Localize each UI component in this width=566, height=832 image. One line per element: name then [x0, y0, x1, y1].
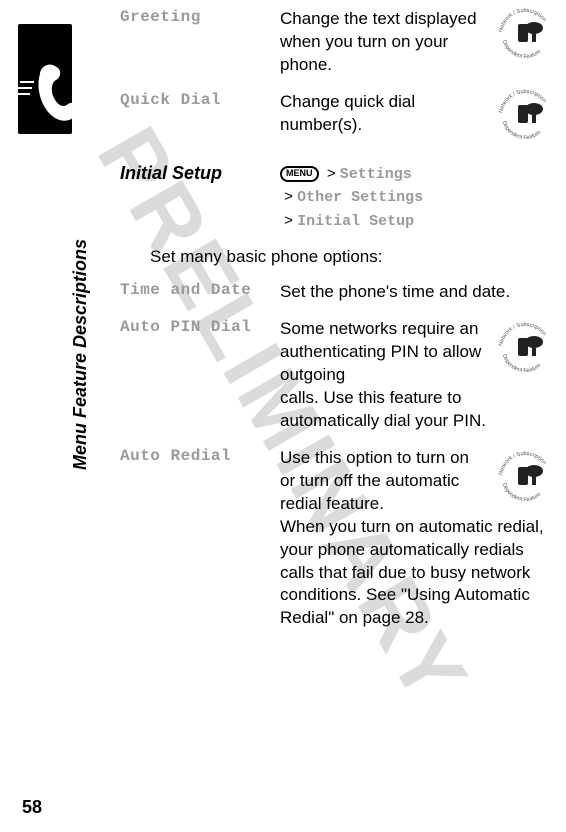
- desc-auto-redial-2: When you turn on automatic redial, your …: [280, 516, 548, 631]
- nav-path: MENU > Settings > Other Settings > Initi…: [280, 163, 550, 234]
- nav-initial-setup: Initial Setup: [297, 213, 414, 230]
- svg-text:Dependent Feature: Dependent Feature: [501, 354, 542, 375]
- page-number: 58: [22, 797, 42, 818]
- network-subscription-icon: Network / Subscription Dependent Feature: [496, 320, 554, 378]
- svg-text:Dependent Feature: Dependent Feature: [501, 482, 542, 503]
- row-time-date: Time and Date Set the phone's time and d…: [120, 281, 550, 304]
- nav-other-settings: Other Settings: [297, 189, 423, 206]
- row-auto-redial: Auto Redial Use this option to turn on o…: [120, 447, 550, 631]
- row-auto-pin: Auto PIN Dial Some networks require an a…: [120, 318, 550, 433]
- network-subscription-icon: Network / Subscription Dependent Feature: [496, 6, 554, 64]
- menu-button-icon: MENU: [280, 166, 319, 182]
- desc-auto-pin-2: calls. Use this feature to automatically…: [280, 387, 548, 433]
- label-auto-redial: Auto Redial: [120, 447, 231, 465]
- side-section-label: Menu Feature Descriptions: [70, 239, 91, 470]
- label-greeting: Greeting: [120, 8, 201, 26]
- initial-setup-intro: Set many basic phone options:: [150, 247, 550, 267]
- label-time-date: Time and Date: [120, 281, 251, 299]
- network-subscription-icon: Network / Subscription Dependent Feature: [496, 449, 554, 507]
- nav-settings: Settings: [340, 166, 412, 183]
- svg-text:Dependent Feature: Dependent Feature: [501, 120, 542, 141]
- heading-initial-setup: Initial Setup: [120, 163, 222, 183]
- row-initial-setup-heading: Initial Setup MENU > Settings > Other Se…: [120, 163, 550, 234]
- label-auto-pin: Auto PIN Dial: [120, 318, 251, 336]
- network-subscription-icon: Network / Subscription Dependent Feature: [496, 87, 554, 145]
- side-tab: [18, 24, 72, 134]
- row-greeting: Greeting Change the text displayed when …: [120, 8, 550, 77]
- label-quick-dial: Quick Dial: [120, 91, 221, 109]
- phone-handset-icon: [18, 24, 88, 134]
- desc-time-date: Set the phone's time and date.: [280, 281, 548, 304]
- row-quick-dial: Quick Dial Change quick dial number(s). …: [120, 91, 550, 137]
- svg-text:Dependent Feature: Dependent Feature: [501, 39, 542, 60]
- content-area: Greeting Change the text displayed when …: [120, 8, 550, 644]
